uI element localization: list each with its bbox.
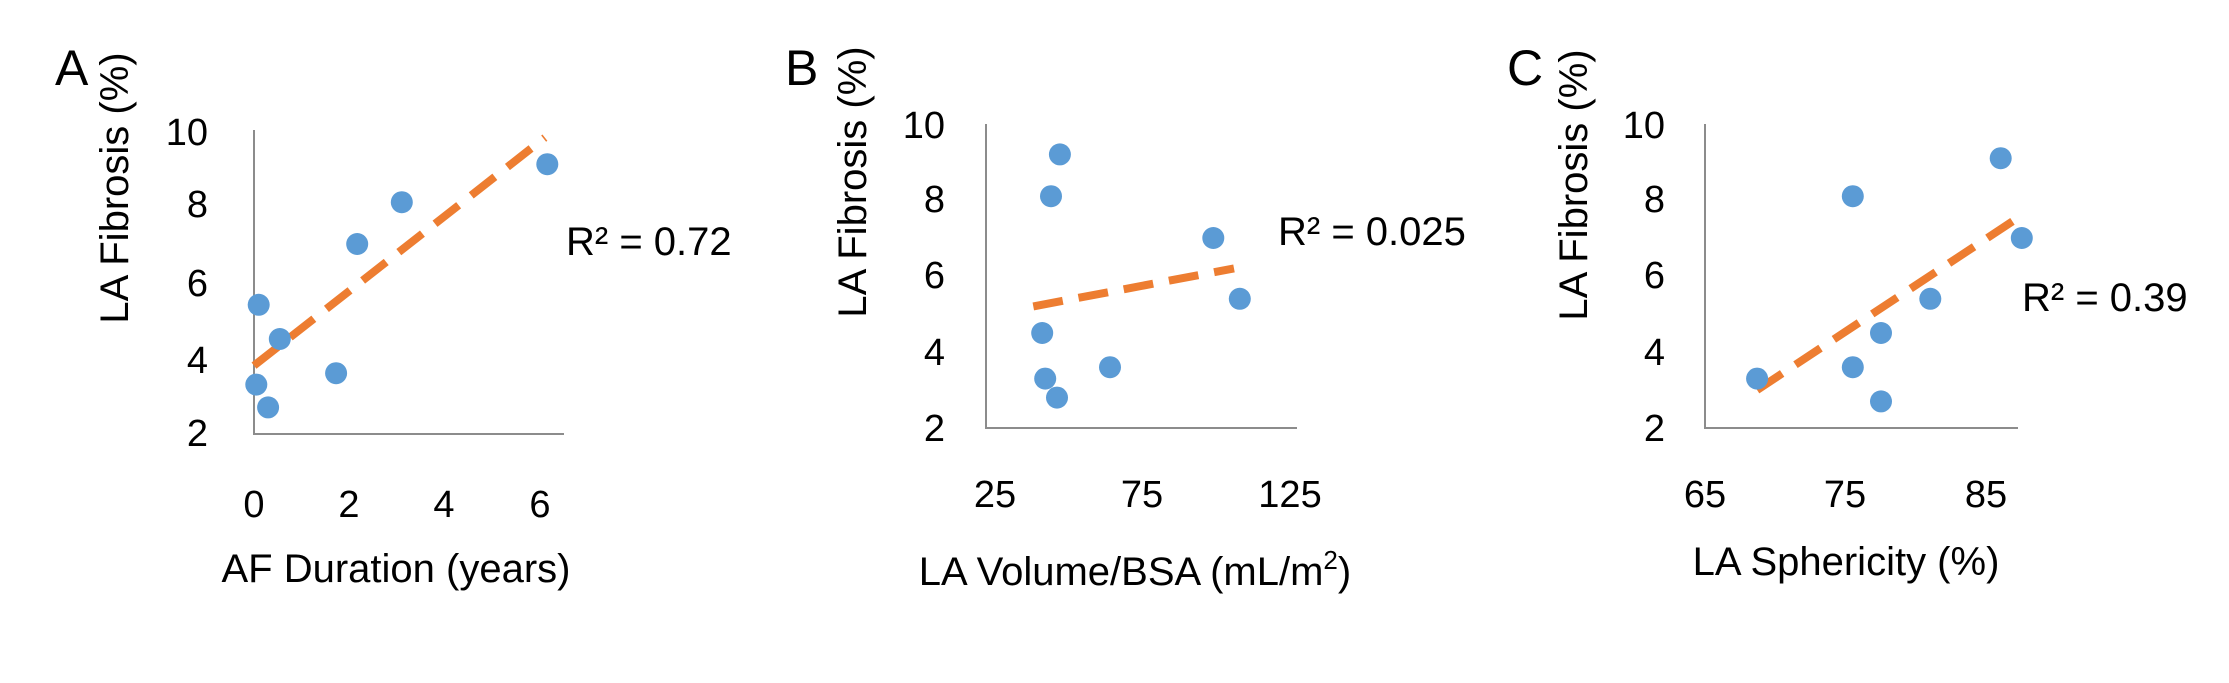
- panel-c-data-point: [1841, 185, 1864, 208]
- panel-b-plot: [1031, 143, 1251, 409]
- panel-a-y-axis-title: LA Fibrosis (%): [93, 52, 137, 323]
- panel-c-axes: [1704, 124, 2018, 429]
- panel-b-y-tick: 6: [924, 255, 945, 297]
- panel-a-letter: A: [55, 40, 89, 96]
- panel-a-axes: [253, 130, 564, 435]
- panel-a-data-point: [346, 233, 369, 255]
- panel-a-trendline: [251, 134, 548, 369]
- panel-c-x-ticks: 65 75 85: [1684, 474, 2007, 516]
- panel-b: B LA Fibrosis (%) LA Volume/BSA (mL/m2) …: [785, 40, 1466, 594]
- panel-a-y-tick: 10: [166, 112, 208, 154]
- panel-c-trendline: [1754, 211, 2025, 394]
- panel-a-data-point: [268, 328, 291, 350]
- panel-b-data-point: [1031, 322, 1054, 344]
- panel-c-plot: [1746, 147, 2033, 413]
- panel-a-data-point: [245, 373, 268, 396]
- panel-c-data-point: [1989, 147, 2012, 170]
- panel-a-x-axis-title: AF Duration (years): [222, 547, 571, 591]
- panel-a-y-ticks: 10 8 6 4 2: [166, 112, 208, 455]
- panel-c-x-axis-title: LA Sphericity (%): [1693, 540, 2000, 584]
- panel-b-letter: B: [785, 40, 818, 96]
- panel-b-x-tick: 25: [974, 474, 1016, 516]
- panel-c-data-point: [1841, 356, 1864, 379]
- panel-b-y-tick: 8: [924, 179, 945, 221]
- panel-a: A LA Fibrosis (%) AF Duration (years) R²…: [55, 40, 732, 591]
- panel-c-r2-label: R² = 0.39: [2022, 276, 2188, 320]
- panel-a-plot: [245, 134, 559, 419]
- panel-b-axes: [985, 124, 1297, 429]
- panel-a-data-point: [325, 362, 348, 385]
- panel-a-x-ticks: 0 2 4 6: [243, 484, 550, 526]
- panel-b-y-tick: 4: [924, 332, 945, 374]
- panel-a-y-tick: 8: [187, 184, 208, 226]
- panel-a-x-tick: 2: [338, 484, 359, 526]
- panel-b-data-point: [1228, 287, 1251, 310]
- panel-b-data-point: [1046, 386, 1068, 409]
- panel-b-x-tick: 75: [1121, 474, 1163, 516]
- panel-b-data-point: [1099, 356, 1121, 379]
- panel-c-x-tick: 85: [1965, 474, 2007, 516]
- panel-c-y-tick: 10: [1623, 105, 1665, 147]
- panel-c-x-tick: 65: [1684, 474, 1726, 516]
- panel-b-trendline: [1032, 264, 1235, 311]
- panel-a-x-tick: 0: [243, 484, 264, 526]
- panel-c-y-axis-title: LA Fibrosis (%): [1552, 49, 1596, 320]
- panel-b-y-tick: 10: [903, 105, 945, 147]
- panel-b-data-point: [1040, 185, 1062, 208]
- panel-b-x-axis-title-end: ): [1338, 550, 1351, 594]
- panel-a-data-point: [390, 191, 413, 214]
- panel-b-data-point: [1202, 227, 1225, 249]
- panel-a-y-tick: 2: [187, 413, 208, 455]
- panel-b-x-tick: 125: [1258, 474, 1321, 516]
- panel-b-data-point: [1048, 143, 1071, 166]
- panel-c-data-point: [1746, 367, 1769, 390]
- panel-c-data-point: [2010, 227, 2033, 249]
- panel-a-data-point: [257, 396, 280, 419]
- panel-b-x-axis-title: LA Volume/BSA (mL/m2): [919, 545, 1351, 594]
- panel-c-y-tick: 2: [1644, 408, 1665, 450]
- panel-a-r2-label: R² = 0.72: [566, 220, 732, 264]
- panel-a-x-tick: 6: [529, 484, 550, 526]
- panel-b-x-axis-title-sup: 2: [1323, 545, 1337, 575]
- panel-c-data-point: [1870, 322, 1892, 344]
- panel-a-data-point: [247, 293, 270, 316]
- panel-c-y-tick: 8: [1644, 179, 1665, 221]
- panel-c: C LA Fibrosis (%) LA Sphericity (%) R² =…: [1507, 40, 2188, 584]
- panel-b-data-point: [1034, 367, 1057, 390]
- panel-c-data-point: [1870, 390, 1892, 413]
- panel-a-y-tick: 4: [187, 340, 208, 382]
- panel-c-y-tick: 6: [1644, 255, 1665, 297]
- panel-a-data-point: [536, 153, 559, 176]
- panel-a-x-tick: 4: [433, 484, 454, 526]
- panel-b-y-axis-title: LA Fibrosis (%): [831, 46, 875, 317]
- panel-b-x-axis-title-main: LA Volume/BSA (mL/m: [919, 550, 1324, 594]
- panel-b-y-tick: 2: [924, 408, 945, 450]
- panel-c-y-ticks: 10 8 6 4 2: [1623, 105, 1665, 450]
- panel-c-y-tick: 4: [1644, 332, 1665, 374]
- panel-a-y-tick: 6: [187, 263, 208, 305]
- panel-c-letter: C: [1507, 40, 1543, 96]
- panel-b-r2-label: R² = 0.025: [1278, 210, 1466, 254]
- panel-c-data-point: [1919, 287, 1942, 310]
- panel-b-y-ticks: 10 8 6 4 2: [903, 105, 945, 450]
- panel-c-x-tick: 75: [1824, 474, 1866, 516]
- panel-b-x-ticks: 25 75 125: [974, 474, 1322, 516]
